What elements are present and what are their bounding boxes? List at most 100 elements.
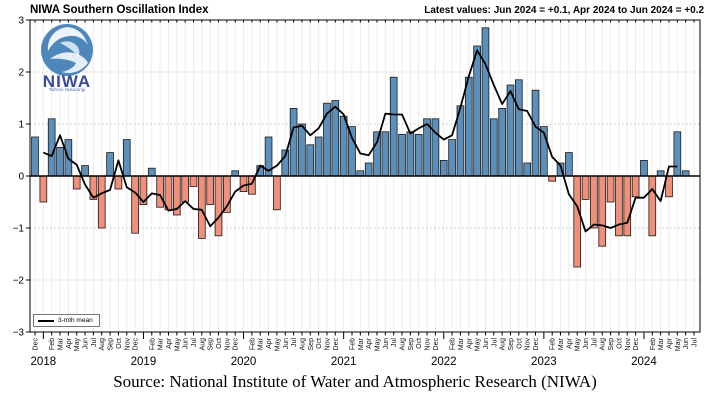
month-tick-label: Nov: [425, 338, 432, 351]
niwa-logo-subtext: Taihoro Nukurangi: [48, 87, 86, 92]
y-axis-ticks: 3 2 1 0 −1 −2 −3: [13, 16, 30, 339]
month-tick-label: Dec: [533, 338, 540, 351]
month-tick-label: Dec: [633, 338, 640, 351]
month-tick-label: Aug: [600, 338, 607, 351]
y-tick-label: 1: [18, 120, 24, 131]
month-tick-label: Jul: [692, 338, 699, 347]
soi-bar: [339, 115, 348, 177]
soi-bar: [147, 167, 156, 177]
soi-bar: [156, 175, 164, 208]
month-tick-label: Jun: [383, 338, 390, 349]
soi-bar: [481, 27, 490, 177]
month-tick-label: Sep: [108, 338, 115, 351]
month-tick-label: Oct: [416, 338, 423, 349]
soi-bar: [448, 139, 456, 177]
month-tick-label: Sep: [608, 338, 615, 351]
month-tick-label: Aug: [99, 338, 106, 351]
month-tick-label: Oct: [516, 338, 523, 349]
year-tick-label: 2024: [631, 356, 657, 368]
soi-bar: [573, 175, 582, 268]
soi-bar: [439, 159, 448, 177]
soi-bar: [214, 175, 223, 237]
month-tick-label: Nov: [124, 338, 131, 351]
month-tick-label: Oct: [216, 338, 223, 349]
month-tick-label: Jul: [191, 338, 198, 347]
month-tick-label: Mar: [258, 337, 265, 350]
month-tick-label: Apr: [666, 337, 673, 349]
month-tick-label: May: [475, 338, 482, 352]
month-tick-label: Sep: [408, 338, 415, 351]
chart-title: NIWA Southern Oscillation Index: [30, 4, 209, 16]
soi-bar: [506, 84, 515, 177]
month-tick-label: Feb: [249, 338, 256, 350]
soi-bar: [623, 175, 632, 237]
soi-bar: [373, 131, 381, 177]
soi-bar: [473, 45, 481, 177]
soi-bar: [273, 175, 281, 211]
month-tick-label: May: [174, 338, 181, 352]
month-tick-label: Jul: [591, 338, 598, 347]
month-tick-label: Oct: [316, 338, 323, 349]
soi-bar: [489, 118, 498, 177]
soi-bar: [498, 108, 506, 177]
y-tick-label: −2: [13, 276, 25, 287]
year-tick-label: 2018: [31, 356, 57, 368]
month-tick-label: Mar: [158, 337, 165, 350]
source-caption: Source: National Institute of Water and …: [113, 372, 597, 391]
y-tick-label: −3: [13, 328, 25, 339]
month-tick-label: Aug: [299, 338, 306, 351]
soi-bar: [606, 175, 615, 203]
soi-bar: [298, 123, 306, 177]
month-tick-label: Dec: [33, 338, 40, 351]
year-tick-label: 2023: [531, 356, 557, 368]
soi-bar: [306, 144, 315, 177]
y-tick-label: 2: [18, 68, 24, 79]
month-tick-label: Sep: [308, 338, 315, 351]
month-tick-label: Mar: [58, 337, 65, 350]
month-tick-label: Dec: [433, 338, 440, 351]
soi-bar: [114, 175, 123, 190]
soi-bar: [406, 131, 415, 177]
soi-bar: [590, 175, 598, 229]
month-tick-label: Oct: [116, 338, 123, 349]
month-tick-label: May: [375, 338, 382, 352]
month-tick-label: Jun: [183, 338, 190, 349]
y-tick-label: 0: [18, 172, 24, 183]
month-tick-label: Apr: [66, 337, 73, 349]
month-tick-label: Jul: [291, 338, 298, 347]
year-tick-label: 2020: [231, 356, 257, 368]
month-tick-label: Mar: [458, 337, 465, 350]
month-tick-label: May: [274, 338, 281, 352]
soi-bar: [381, 131, 390, 177]
soi-bar: [122, 139, 131, 177]
month-tick-label: Feb: [550, 338, 557, 350]
soi-bar: [581, 175, 590, 200]
soi-bar: [198, 175, 206, 239]
soi-bar: [181, 175, 189, 203]
month-tick-label: Feb: [650, 338, 657, 350]
month-tick-label: Mar: [558, 337, 565, 350]
soi-bar: [47, 118, 56, 177]
year-tick-label: 2019: [131, 356, 157, 368]
soi-bar: [523, 162, 531, 177]
month-tick-label: Dec: [133, 338, 140, 351]
niwa-logo-word: NIWA: [42, 72, 92, 91]
month-tick-label: May: [74, 338, 81, 352]
soi-bar: [431, 118, 440, 177]
month-tick-label: Aug: [500, 338, 507, 351]
month-tick-label: Apr: [166, 337, 173, 349]
month-tick-label: Jul: [91, 338, 98, 347]
month-tick-label: Feb: [49, 338, 56, 350]
mean-line-legend-icon: [38, 319, 54, 322]
month-tick-label: Dec: [233, 338, 240, 351]
soi-bar: [239, 175, 248, 193]
month-tick-label: Oct: [616, 338, 623, 349]
soi-bar: [331, 100, 340, 177]
month-tick-label: Jul: [391, 338, 398, 347]
soi-bar: [389, 76, 398, 177]
soi-bar: [598, 175, 607, 247]
month-tick-label: Mar: [658, 337, 665, 350]
three-month-mean-line: [42, 49, 678, 233]
